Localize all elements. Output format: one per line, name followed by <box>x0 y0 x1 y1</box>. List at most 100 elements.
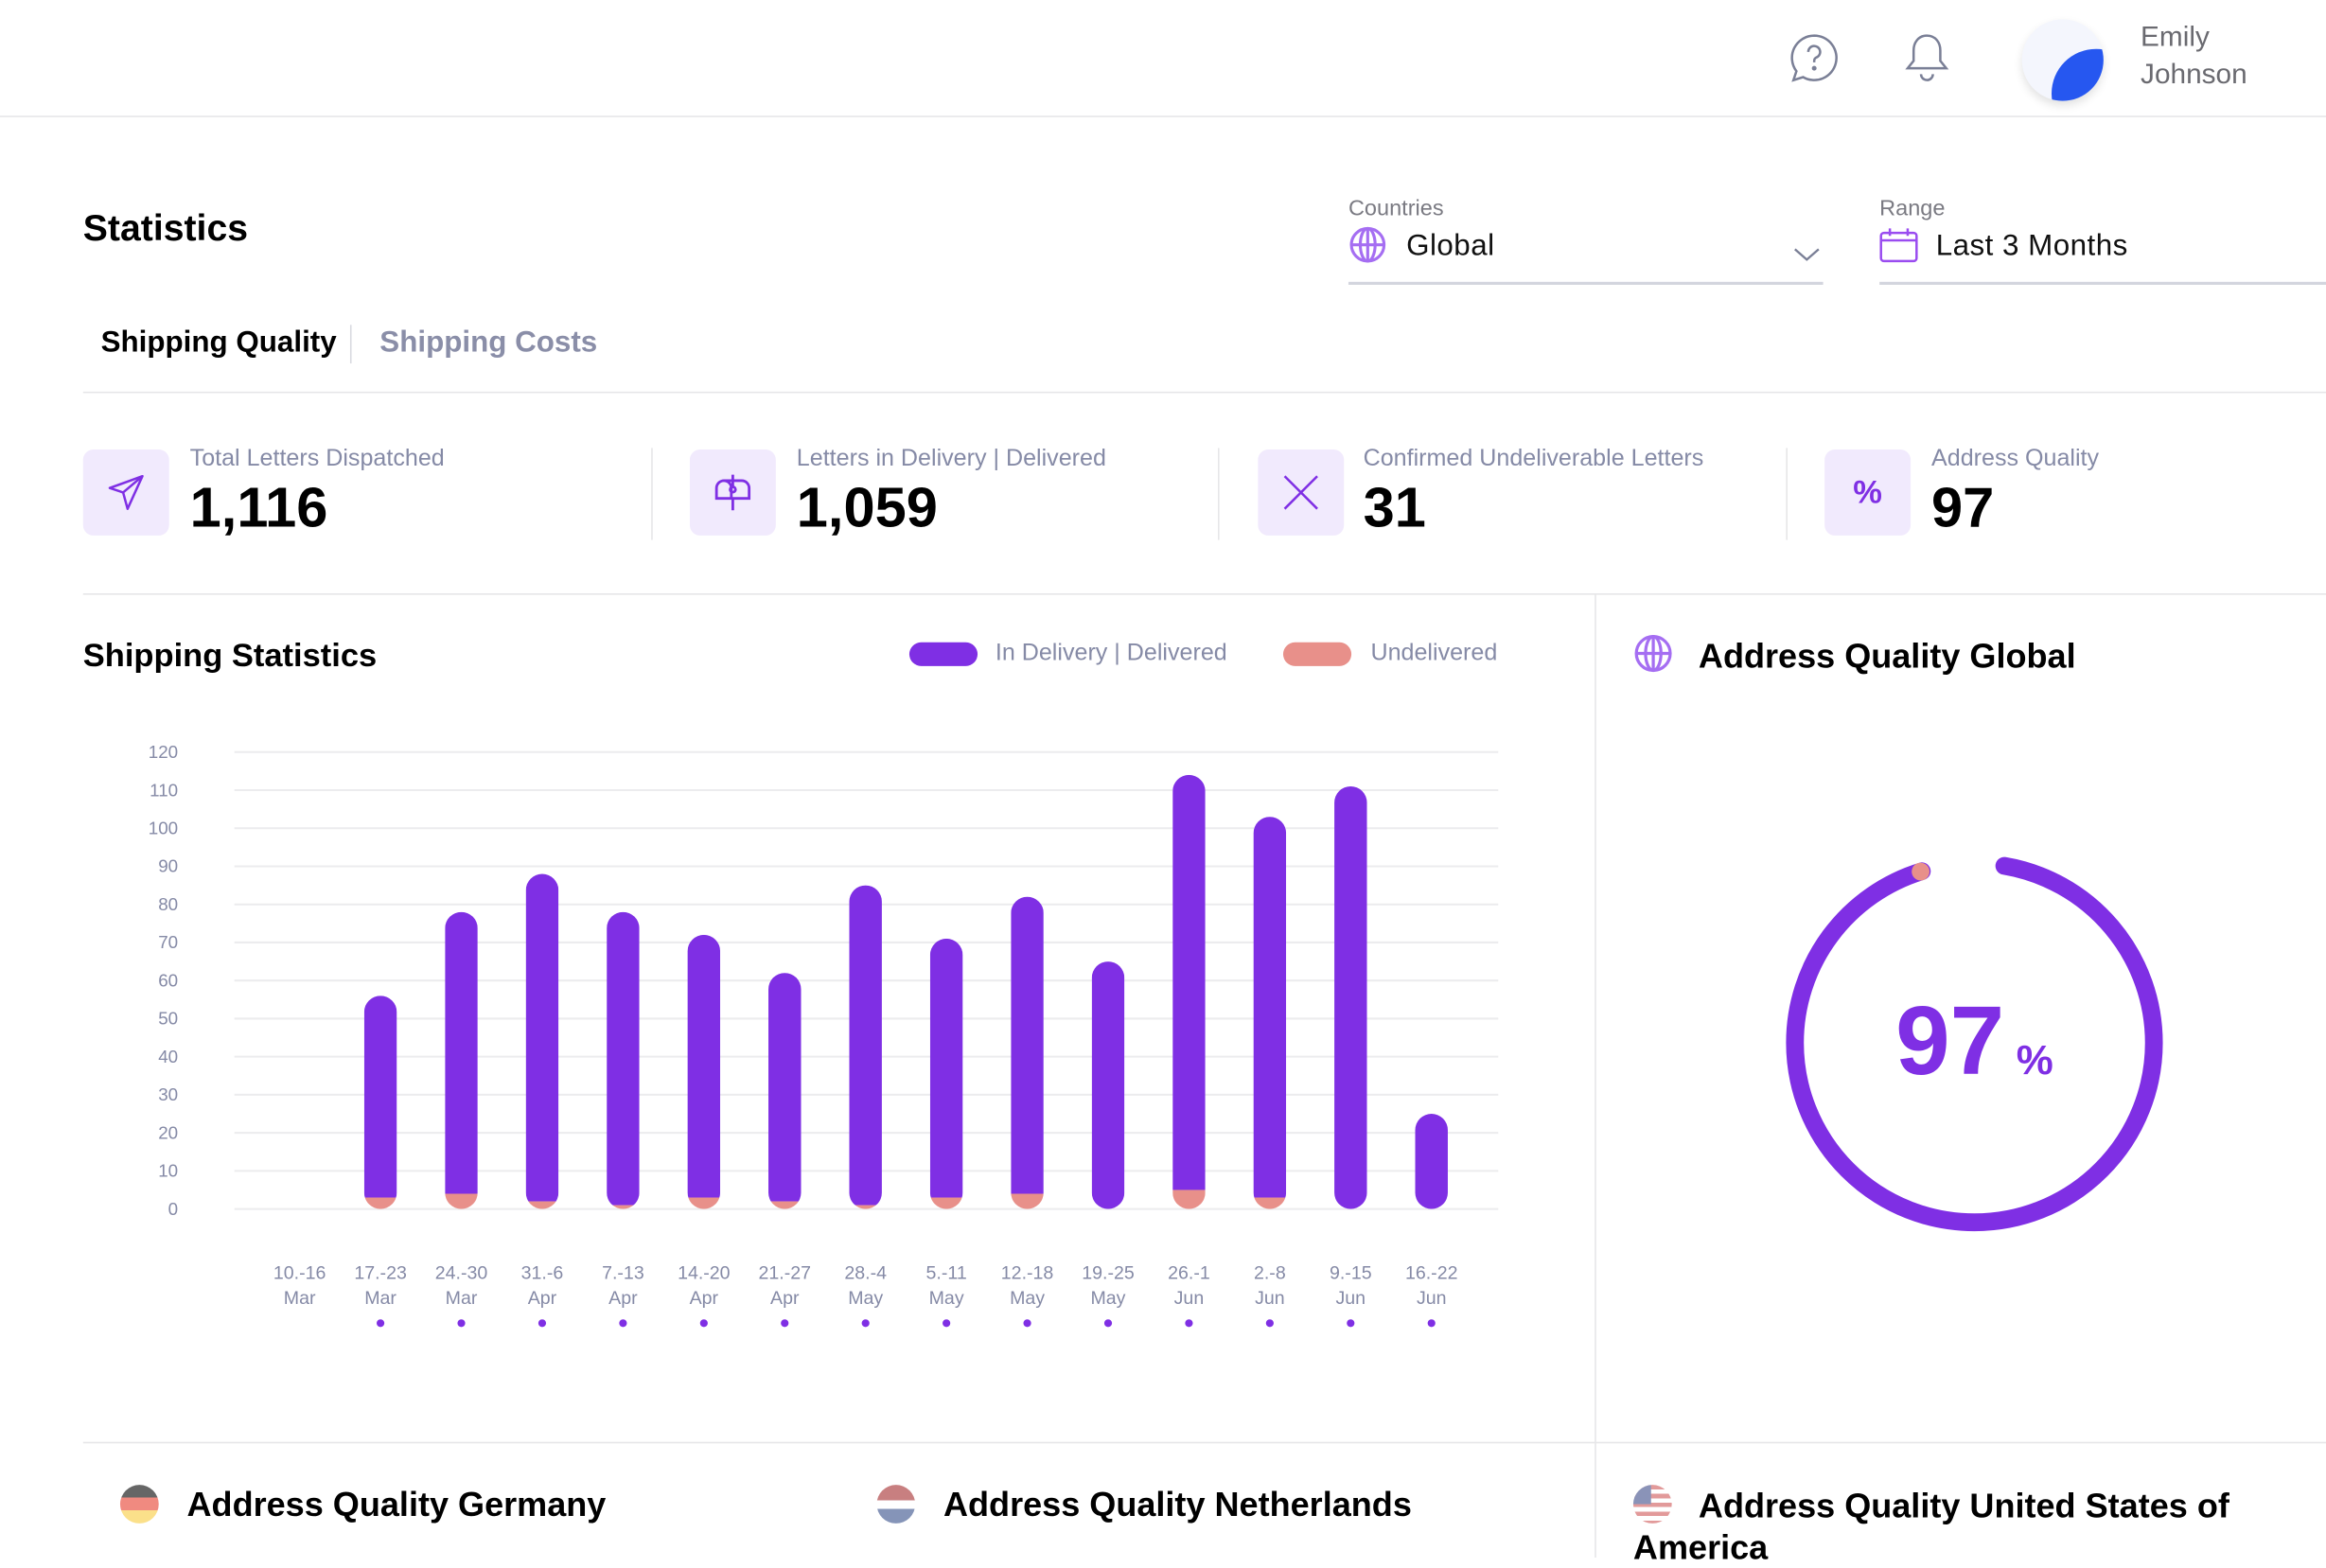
country-section-divider <box>82 1441 2326 1444</box>
bell-icon[interactable] <box>1902 31 1952 92</box>
y-tick-label: 70 <box>158 932 178 952</box>
bar-group[interactable] <box>1172 774 1206 1209</box>
kpi-section-divider <box>82 593 2326 595</box>
user-name[interactable]: Emily Johnson <box>2141 19 2247 93</box>
kpi-value: 1,059 <box>796 477 938 540</box>
bar-delivered[interactable] <box>445 911 478 1194</box>
header-divider <box>0 115 2326 117</box>
legend-delivered-swatch <box>908 642 978 666</box>
help-chat-icon[interactable] <box>1788 31 1841 92</box>
bar-delivered[interactable] <box>849 885 882 1206</box>
data-dot <box>619 1319 627 1328</box>
bar-group[interactable] <box>929 938 963 1209</box>
legend-undelivered-swatch <box>1282 642 1352 666</box>
bar-delivered[interactable] <box>929 938 963 1198</box>
bar-group[interactable] <box>1415 1114 1448 1209</box>
data-dot <box>1023 1319 1031 1328</box>
countries-label: Countries <box>1348 195 1444 221</box>
bar-undelivered[interactable] <box>525 1201 559 1209</box>
bar-undelivered[interactable] <box>849 1205 882 1209</box>
y-tick-label: 20 <box>158 1122 178 1142</box>
shipping-statistics-chart: 0 10 20 30 40 50 60 70 80 90 100 110 120 10.-16 Mar 17.… <box>149 742 1499 1328</box>
x-tick-label: 19.-25 <box>1082 1262 1135 1283</box>
germany-flag-icon <box>119 1485 159 1524</box>
bar-undelivered[interactable] <box>607 1205 640 1209</box>
data-dot <box>537 1319 547 1328</box>
bar-delivered[interactable] <box>1011 896 1044 1194</box>
bar-group[interactable] <box>849 885 882 1209</box>
data-dot <box>377 1319 385 1328</box>
bar-group[interactable] <box>768 973 802 1209</box>
avatar[interactable] <box>2021 19 2104 101</box>
y-tick-label: 10 <box>158 1161 178 1181</box>
kpi-divider <box>1217 448 1220 540</box>
x-icon <box>1258 449 1345 536</box>
x-tick-label: 9.-15 <box>1330 1262 1372 1283</box>
bar-group[interactable] <box>1091 961 1125 1209</box>
percent-icon: % <box>1824 449 1912 536</box>
x-tick-label: May <box>1010 1288 1045 1309</box>
address-quality-netherlands-title: Address Quality Netherlands <box>943 1485 1412 1524</box>
x-tick-label: 14.-20 <box>678 1262 731 1283</box>
data-dot <box>1185 1319 1193 1328</box>
address-quality-germany-title: Address Quality Germany <box>186 1485 607 1524</box>
y-tick-label: 80 <box>158 894 178 914</box>
bar-delivered[interactable] <box>525 873 559 1202</box>
tab-shipping-costs[interactable]: Shipping Costs <box>379 326 598 360</box>
legend-delivered-label: In Delivery | Delivered <box>995 641 1227 666</box>
bar-group[interactable] <box>525 873 559 1209</box>
y-tick-label: 110 <box>150 780 178 800</box>
bar-delivered[interactable] <box>1334 785 1367 1209</box>
x-tick-label: Jun <box>1417 1288 1447 1309</box>
bar-delivered[interactable] <box>687 934 721 1198</box>
chevron-down-icon <box>1793 243 1820 270</box>
bar-delivered[interactable] <box>1253 817 1287 1198</box>
tabs-divider <box>82 391 2326 394</box>
bar-group[interactable] <box>1334 785 1367 1209</box>
bar-group[interactable] <box>445 911 478 1209</box>
bar-undelivered[interactable] <box>687 1197 721 1209</box>
address-quality-readout: 97% <box>1767 983 2182 1096</box>
range-select[interactable]: Range Last 3 Months <box>1879 196 2326 285</box>
x-tick-label: Mar <box>284 1288 316 1309</box>
data-dot <box>1427 1319 1436 1328</box>
bar-delivered[interactable] <box>1415 1114 1448 1209</box>
kpi-label: Letters in Delivery | Delivered <box>796 446 1106 472</box>
kpi-divider <box>1786 448 1788 540</box>
globe-icon <box>1633 633 1673 680</box>
kpi-label: Total Letters Dispatched <box>189 446 445 472</box>
bar-undelivered[interactable] <box>768 1201 802 1209</box>
bar-undelivered[interactable] <box>1011 1193 1044 1209</box>
y-tick-label: 0 <box>168 1199 178 1219</box>
page-title: Statistics <box>82 207 249 250</box>
countries-select[interactable]: Countries Global <box>1348 196 1824 285</box>
x-tick-label: Apr <box>528 1288 557 1309</box>
bar-undelivered[interactable] <box>445 1193 478 1209</box>
bar-undelivered[interactable] <box>363 1197 397 1209</box>
bar-delivered[interactable] <box>607 911 640 1206</box>
tab-divider <box>349 325 352 364</box>
calendar-icon <box>1879 227 1918 270</box>
bar-group[interactable] <box>607 911 640 1209</box>
x-tick-label: 16.-22 <box>1405 1262 1458 1283</box>
bar-undelivered[interactable] <box>1253 1197 1287 1209</box>
tab-shipping-quality[interactable]: Shipping Quality <box>100 326 337 360</box>
usa-flag-icon <box>1632 1485 1672 1524</box>
bar-group[interactable] <box>363 995 397 1209</box>
globe-icon <box>1348 225 1387 272</box>
countries-underline <box>1348 281 1824 285</box>
data-dot <box>1265 1319 1274 1328</box>
data-dot <box>861 1319 870 1328</box>
bar-delivered[interactable] <box>1172 774 1206 1190</box>
bar-delivered[interactable] <box>1091 961 1125 1209</box>
bar-group[interactable] <box>1253 817 1287 1209</box>
bar-undelivered[interactable] <box>1172 1189 1206 1209</box>
bar-undelivered[interactable] <box>929 1197 963 1209</box>
bar-group[interactable] <box>687 934 721 1209</box>
bar-delivered[interactable] <box>363 995 397 1198</box>
bar-delivered[interactable] <box>768 973 802 1202</box>
netherlands-flag-icon <box>876 1485 916 1524</box>
x-tick-label: May <box>1090 1288 1125 1309</box>
bar-group[interactable] <box>1011 896 1044 1209</box>
